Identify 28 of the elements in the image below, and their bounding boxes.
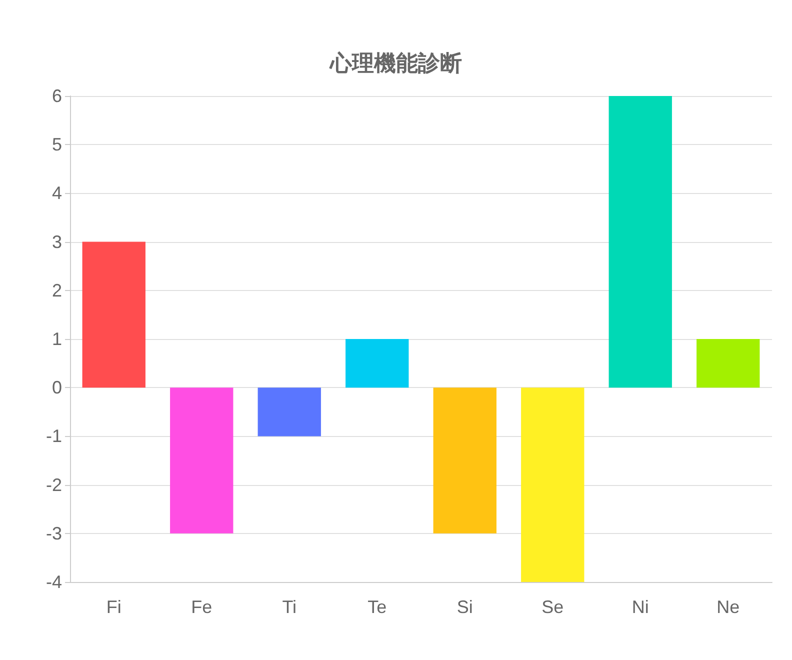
bar	[258, 388, 321, 436]
x-tick-label: Te	[368, 597, 387, 617]
chart-title: 心理機能診断	[329, 50, 462, 76]
y-tick-label: 6	[52, 86, 62, 106]
x-tick-label: Se	[542, 597, 564, 617]
x-tick-label: Si	[456, 597, 473, 617]
x-tick-label: Fi	[106, 597, 122, 617]
bar	[170, 388, 234, 534]
y-tick-label: -2	[46, 474, 62, 495]
y-tick-label: -1	[46, 426, 62, 446]
x-tick-label: Ni	[632, 597, 649, 617]
bar	[82, 242, 146, 388]
bar	[433, 388, 496, 534]
y-tick-label: 5	[52, 134, 62, 155]
bar	[521, 388, 584, 582]
x-tick-label: Fe	[191, 597, 212, 617]
y-tick-label: -4	[46, 572, 62, 592]
x-tick-label: Ne	[716, 597, 740, 617]
y-tick-label: 2	[52, 280, 62, 300]
y-tick-label: 0	[52, 378, 62, 398]
y-tick-label: 1	[52, 329, 62, 349]
y-tick-label: 4	[52, 183, 62, 204]
bar	[608, 96, 672, 388]
bar	[346, 339, 409, 388]
y-tick-label: -3	[46, 523, 62, 544]
bar	[696, 339, 760, 388]
x-tick-label: Ti	[282, 597, 297, 617]
y-tick-label: 3	[52, 232, 62, 252]
